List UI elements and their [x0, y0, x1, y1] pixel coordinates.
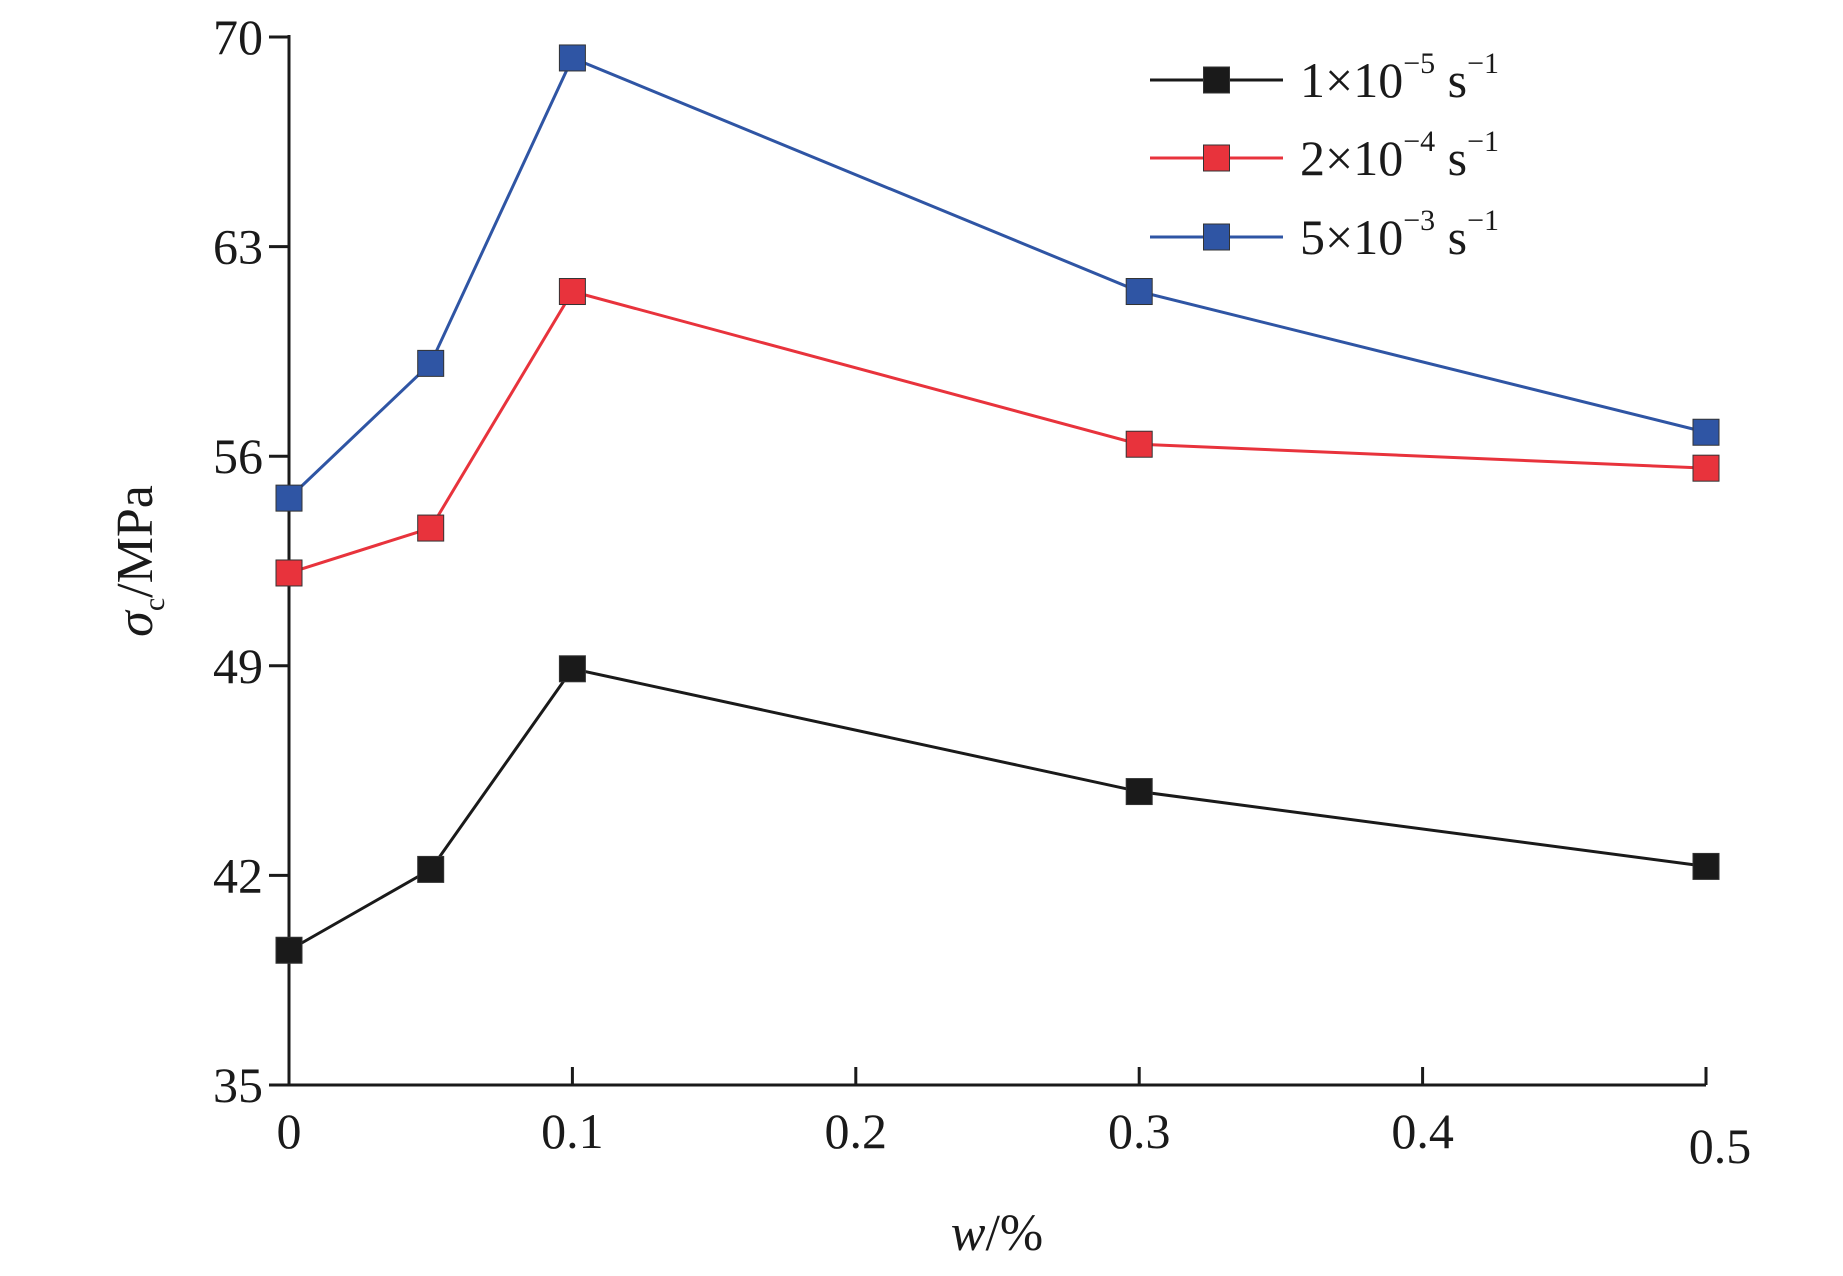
- series-layer: [275, 44, 1720, 964]
- y-tick-label: 70: [213, 9, 263, 65]
- data-point: [275, 484, 303, 512]
- x-tick-label: 0.5: [1689, 1118, 1752, 1174]
- data-point: [275, 936, 303, 964]
- legend-label: 2×10−4 s−1: [1300, 125, 1499, 186]
- series-2: [275, 278, 1720, 587]
- data-point: [417, 514, 445, 542]
- data-point: [275, 559, 303, 587]
- data-point: [558, 655, 586, 683]
- series-line: [287, 56, 1707, 500]
- series-1: [275, 655, 1720, 964]
- data-point: [417, 349, 445, 377]
- y-tick-label: 35: [213, 1057, 263, 1113]
- legend-marker: [1203, 66, 1230, 94]
- legend-item: 2×10−4 s−1: [1150, 125, 1499, 186]
- data-point: [1692, 418, 1720, 446]
- y-tick-label: 42: [213, 847, 263, 903]
- legend-label: 5×10−3 s−1: [1300, 204, 1499, 265]
- data-point: [1692, 852, 1720, 880]
- axes: 35 42 49 56 63 70 0 0.1 0.2 0.3 0.4 0.5: [213, 9, 1751, 1174]
- y-tick-label: 49: [213, 638, 263, 694]
- x-tick-label: 0.1: [541, 1103, 604, 1159]
- legend-item: 5×10−3 s−1: [1150, 204, 1499, 265]
- x-tick-label: 0: [277, 1103, 302, 1159]
- x-tick-label: 0.3: [1108, 1103, 1171, 1159]
- data-point: [1692, 454, 1720, 482]
- x-tick-label: 0.4: [1391, 1103, 1454, 1159]
- series-line: [288, 289, 1707, 575]
- data-point: [1125, 778, 1153, 806]
- data-point: [1125, 278, 1153, 306]
- y-tick-label: 56: [213, 428, 263, 484]
- series-3: [275, 44, 1720, 512]
- legend-item: 1×10−5 s−1: [1150, 47, 1499, 108]
- axis-titles: w/% σc/MPa: [107, 485, 1043, 1262]
- y-tick-label: 63: [213, 219, 263, 275]
- data-point: [558, 278, 586, 306]
- x-tick-label: 0.2: [825, 1103, 888, 1159]
- legend-marker: [1203, 223, 1230, 251]
- series-line: [288, 667, 1707, 952]
- data-point: [558, 44, 586, 72]
- data-point: [1125, 430, 1153, 458]
- legend: 1×10−5 s−1 2×10−4 s−1 5×10−3 s−1: [1150, 47, 1499, 265]
- legend-label: 1×10−5 s−1: [1300, 47, 1499, 108]
- legend-marker: [1203, 144, 1230, 172]
- data-point: [417, 855, 445, 883]
- x-axis-title: w/%: [951, 1205, 1043, 1262]
- y-axis-title: σc/MPa: [107, 485, 171, 637]
